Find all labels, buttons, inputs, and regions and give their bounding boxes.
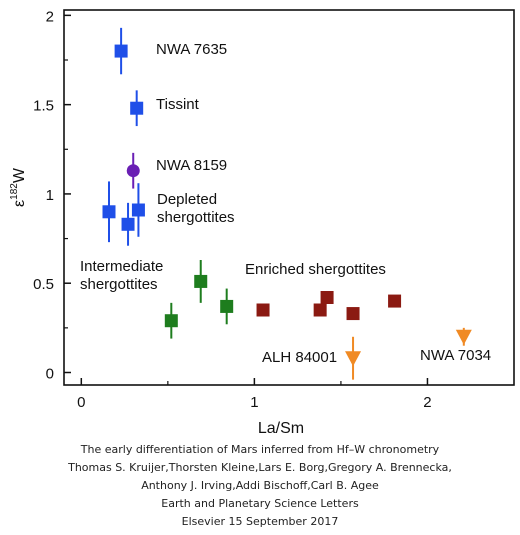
caption-authors-2: Anthony J. Irving,Addi Bischoff,Carl B. … — [141, 479, 379, 492]
annotation-label: Tissint — [156, 96, 200, 113]
y-tick-label: 0.5 — [33, 276, 54, 293]
data-point-square — [102, 205, 116, 219]
data-point-square — [194, 274, 208, 288]
data-point-square — [388, 294, 402, 308]
data-points — [102, 27, 472, 380]
plot-axes: 0 1 2 0 0.5 1 1.5 2 La/Sm ε182W — [9, 8, 515, 437]
data-point-square — [320, 291, 334, 304]
y-tick-label: 0 — [46, 366, 54, 383]
data-point-triangle — [455, 329, 472, 345]
annotation-label: Intermediate — [80, 258, 163, 275]
annotation-label: NWA 7034 — [420, 347, 491, 364]
data-point-square — [256, 303, 270, 317]
annotation-label: Depleted — [157, 191, 217, 208]
caption-authors-1: Thomas S. Kruijer,Thorsten Kleine,Lars E… — [68, 461, 452, 474]
x-tick-label: 2 — [423, 394, 431, 411]
data-point-square — [131, 203, 145, 217]
y-axis-label: ε182W — [9, 167, 28, 207]
data-point-square — [164, 314, 178, 328]
data-point-square — [313, 303, 327, 317]
y-tick-label: 2 — [46, 8, 54, 25]
annotation-label: shergottites — [157, 209, 235, 226]
data-point-square — [114, 44, 128, 58]
data-point-square — [121, 217, 135, 231]
caption-publisher-date: Elsevier 15 September 2017 — [181, 515, 339, 528]
scatter-chart: 0 1 2 0 0.5 1 1.5 2 La/Sm ε182W NWA 7635 Tissint NW… — [9, 8, 515, 437]
data-point-square — [346, 307, 360, 321]
x-tick-label: 0 — [77, 394, 85, 411]
y-tick-label: 1 — [46, 187, 54, 204]
data-point-triangle — [345, 351, 362, 367]
x-tick-label: 1 — [250, 394, 258, 411]
annotation-label: Enriched shergottites — [245, 261, 386, 278]
data-point-square — [220, 299, 234, 313]
data-point-circle — [126, 164, 140, 178]
annotation-label: NWA 7635 — [156, 41, 227, 58]
data-point-square — [130, 101, 144, 115]
plot-frame — [63, 9, 515, 386]
annotation-label: ALH 84001 — [262, 349, 337, 366]
annotation-label: shergottites — [80, 276, 158, 293]
annotation-label: NWA 8159 — [156, 157, 227, 174]
caption-title: The early differentiation of Mars inferr… — [80, 443, 440, 456]
x-axis-label: La/Sm — [258, 420, 304, 437]
y-tick-label: 1.5 — [33, 98, 54, 115]
caption-journal: Earth and Planetary Science Letters — [161, 497, 359, 510]
